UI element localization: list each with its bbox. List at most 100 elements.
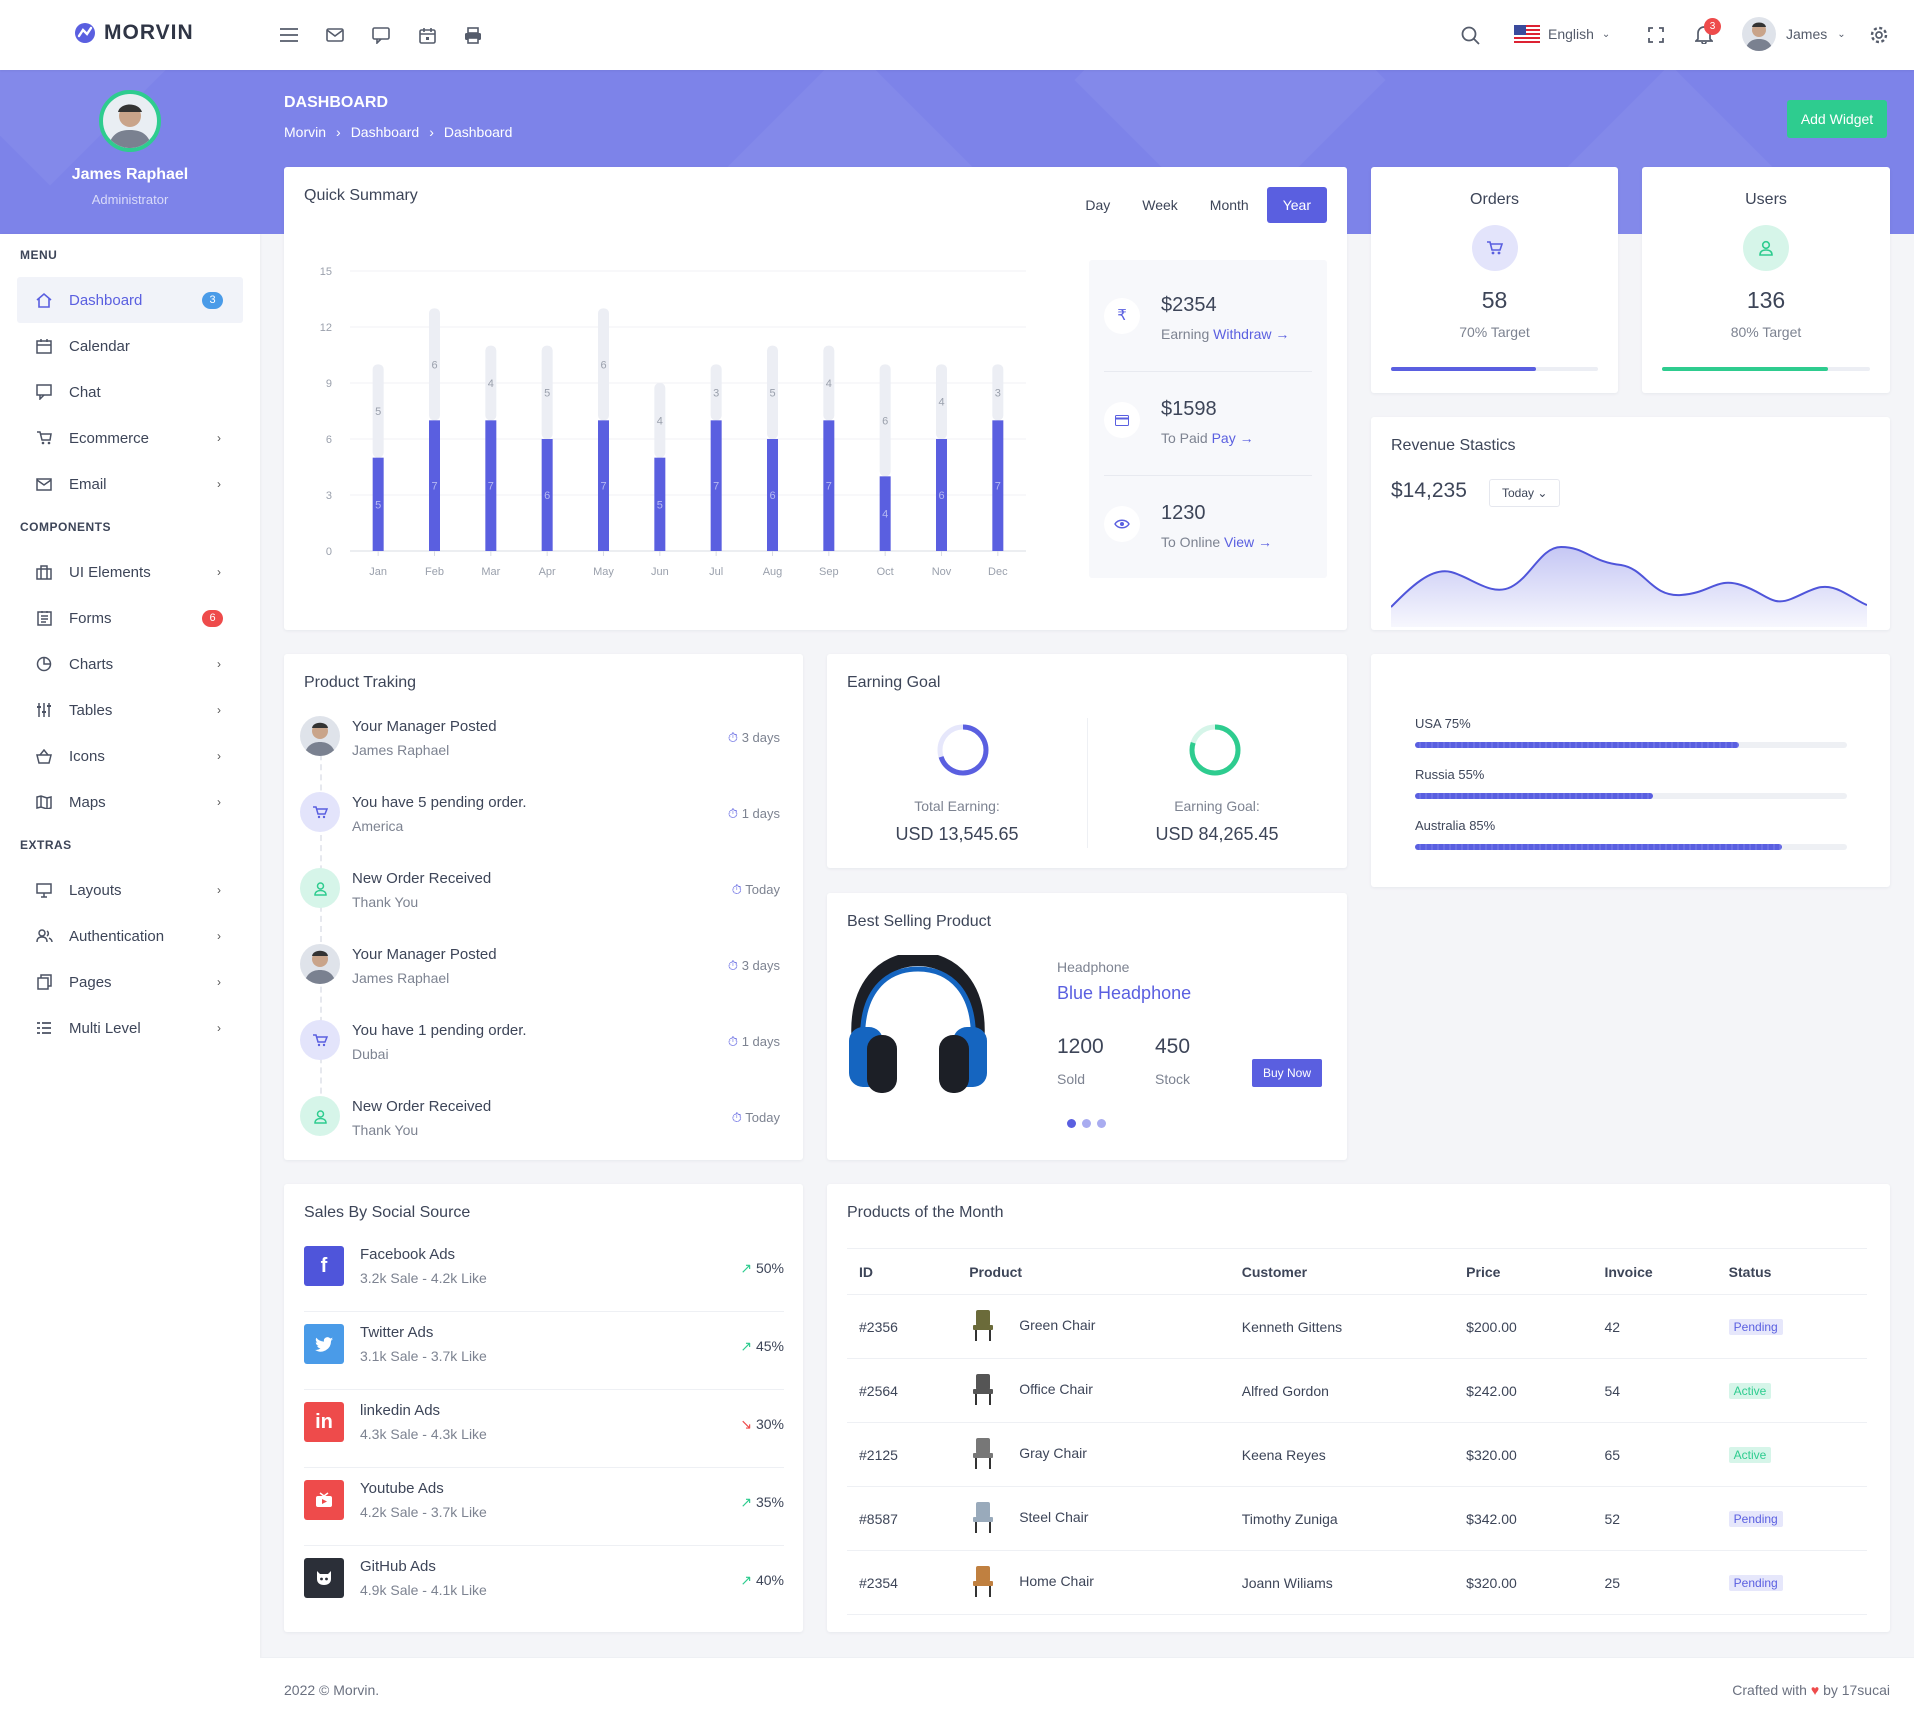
- linkedin-icon: in: [304, 1402, 344, 1442]
- breadcrumb-item[interactable]: Morvin: [284, 124, 327, 140]
- sidebar-item-label: UI Elements: [69, 563, 151, 581]
- user-menu[interactable]: James ⌄: [1742, 17, 1846, 51]
- stat-label: To Online: [1161, 534, 1221, 550]
- mail-icon[interactable]: [324, 24, 346, 46]
- tracking-title: You have 5 pending order.: [352, 794, 527, 811]
- product-name[interactable]: Blue Headphone: [1057, 983, 1192, 1003]
- social-source-row[interactable]: f Facebook Ads 3.2k Sale - 4.2k Like ↗ 50%: [304, 1234, 784, 1312]
- print-icon[interactable]: [462, 24, 484, 46]
- user-icon: [1743, 225, 1789, 271]
- bar-data-label: 6: [600, 359, 606, 371]
- sidebar-item-layouts[interactable]: Layouts ›: [17, 867, 243, 913]
- carousel-dot[interactable]: [1097, 1119, 1106, 1128]
- sidebar-item-chat[interactable]: Chat: [17, 369, 243, 415]
- basket-icon: [35, 747, 53, 765]
- fullscreen-icon[interactable]: [1648, 27, 1664, 47]
- sidebar-item-pages[interactable]: Pages ›: [17, 959, 243, 1005]
- sidebar-item-maps[interactable]: Maps ›: [17, 779, 243, 825]
- sidebar-item-calendar[interactable]: Calendar: [17, 323, 243, 369]
- column-header[interactable]: Price: [1454, 1248, 1593, 1295]
- withdraw-link[interactable]: Withdraw →: [1213, 326, 1290, 342]
- carousel-dot[interactable]: [1082, 1119, 1091, 1128]
- tracking-item[interactable]: New Order Received Thank You ⏱ Today: [300, 1094, 780, 1154]
- tab-year[interactable]: Year: [1266, 187, 1327, 223]
- chair-icon: [973, 1438, 994, 1469]
- earning-goal-card: Earning Goal Total Earning: USD 13,545.6…: [827, 654, 1347, 868]
- bar-secondary: [429, 308, 440, 421]
- sidebar-item-authentication[interactable]: Authentication ›: [17, 913, 243, 959]
- bar-secondary: [541, 345, 553, 439]
- sidebar-item-dashboard[interactable]: Dashboard 3: [17, 277, 243, 323]
- quick-summary-card: Quick Summary Day Week Month Year 0 3 6 9 12…: [284, 167, 1347, 630]
- tab-day[interactable]: Day: [1085, 197, 1111, 213]
- card-title: Best Selling Product: [847, 913, 992, 930]
- stock-label: Stock: [1155, 1071, 1191, 1087]
- pay-link[interactable]: Pay →: [1211, 430, 1254, 446]
- sidebar-item-ui-elements[interactable]: UI Elements ›: [17, 549, 243, 595]
- carousel-dot[interactable]: [1067, 1119, 1076, 1128]
- revenue-filter-dropdown[interactable]: Today ⌄: [1489, 479, 1561, 507]
- language-select[interactable]: English ⌄: [1514, 25, 1610, 43]
- chevron-right-icon: ›: [217, 477, 221, 491]
- sidebar-item-multi-level[interactable]: Multi Level ›: [17, 1005, 243, 1051]
- stat-value: 1230: [1161, 502, 1206, 524]
- profile-avatar[interactable]: [99, 90, 161, 152]
- column-header[interactable]: Status: [1716, 1248, 1867, 1295]
- add-widget-button[interactable]: Add Widget: [1787, 100, 1887, 138]
- chair-icon: [973, 1310, 994, 1341]
- table-row[interactable]: #2125 Gray Chair Keena Reyes $320.00 65 Activ…: [847, 1422, 1867, 1487]
- notification-bell-icon[interactable]: 3: [1693, 18, 1721, 48]
- pages-icon: [35, 973, 53, 991]
- cell-product: Gray Chair: [957, 1422, 1230, 1487]
- table-row[interactable]: #8587 Steel Chair Timothy Zuniga $342.00 52 P…: [847, 1486, 1867, 1551]
- table-row[interactable]: #2564 Office Chair Alfred Gordon $242.00 54 A…: [847, 1358, 1867, 1423]
- tracking-item[interactable]: You have 5 pending order. America ⏱ 1 days: [300, 790, 780, 850]
- bar-primary: [936, 439, 947, 551]
- table-row[interactable]: #2354 Home Chair Joann Wiliams $320.00 25 Pen…: [847, 1550, 1867, 1615]
- column-header[interactable]: ID: [847, 1248, 958, 1295]
- tracking-item[interactable]: New Order Received Thank You ⏱ Today: [300, 866, 780, 926]
- tracking-title: You have 1 pending order.: [352, 1022, 527, 1039]
- cell-status: Pending: [1716, 1486, 1867, 1551]
- sidebar-item-icons[interactable]: Icons ›: [17, 733, 243, 779]
- search-icon[interactable]: [1461, 26, 1480, 49]
- timer-icon: ⏱: [727, 730, 739, 745]
- sidebar-item-forms[interactable]: Forms 6: [17, 595, 243, 641]
- settings-gear-icon[interactable]: [1870, 26, 1888, 48]
- column-header[interactable]: Invoice: [1592, 1248, 1717, 1295]
- timer-icon: ⏱: [727, 958, 739, 973]
- social-source-row[interactable]: Twitter Ads 3.1k Sale - 3.7k Like ↗ 45%: [304, 1312, 784, 1390]
- tracking-item[interactable]: Your Manager Posted James Raphael ⏱ 3 days: [300, 942, 780, 1002]
- bar-data-label: 7: [826, 481, 832, 493]
- table-row[interactable]: #2356 Green Chair Kenneth Gittens $200.00 42…: [847, 1294, 1867, 1359]
- tab-week[interactable]: Week: [1142, 197, 1178, 213]
- breadcrumb-item[interactable]: Dashboard: [350, 124, 420, 140]
- sidebar-item-tables[interactable]: Tables ›: [17, 687, 243, 733]
- tab-month[interactable]: Month: [1209, 197, 1249, 213]
- sidebar-item-charts[interactable]: Charts ›: [17, 641, 243, 687]
- briefcase-icon: [35, 563, 53, 581]
- column-header[interactable]: Customer: [1229, 1248, 1455, 1295]
- social-source-row[interactable]: GitHub Ads 4.9k Sale - 4.1k Like ↗ 40%: [304, 1546, 784, 1624]
- sidebar-item-email[interactable]: Email ›: [17, 461, 243, 507]
- social-source-row[interactable]: Youtube Ads 4.2k Sale - 3.7k Like ↗ 35%: [304, 1468, 784, 1546]
- social-source-row[interactable]: in linkedin Ads 4.3k Sale - 4.3k Like ↘ 30%: [304, 1390, 784, 1468]
- menu-toggle-icon[interactable]: [278, 24, 300, 46]
- view-link[interactable]: View →: [1224, 534, 1273, 550]
- buy-now-button[interactable]: Buy Now: [1252, 1059, 1322, 1087]
- bar-data-label: 5: [375, 406, 381, 418]
- chat-icon[interactable]: [370, 24, 392, 46]
- total-earning-value: USD 13,545.65: [895, 824, 1019, 844]
- bar-secondary: [654, 383, 666, 458]
- sidebar-item-ecommerce[interactable]: Ecommerce ›: [17, 415, 243, 461]
- card-title: Sales By Social Source: [304, 1204, 471, 1221]
- tracking-item[interactable]: Your Manager Posted James Raphael ⏱ 3 days: [300, 714, 780, 774]
- column-header[interactable]: Product: [957, 1248, 1230, 1295]
- social-percent: ↗ 40%: [740, 1572, 784, 1588]
- card-title: Quick Summary: [304, 187, 418, 204]
- bar-primary: [372, 457, 384, 551]
- calendar-icon[interactable]: [416, 24, 438, 46]
- brand-logo[interactable]: MORVIN: [74, 21, 194, 45]
- tracking-subtitle: James Raphael: [352, 970, 450, 986]
- tracking-item[interactable]: You have 1 pending order. Dubai ⏱ 1 days: [300, 1018, 780, 1078]
